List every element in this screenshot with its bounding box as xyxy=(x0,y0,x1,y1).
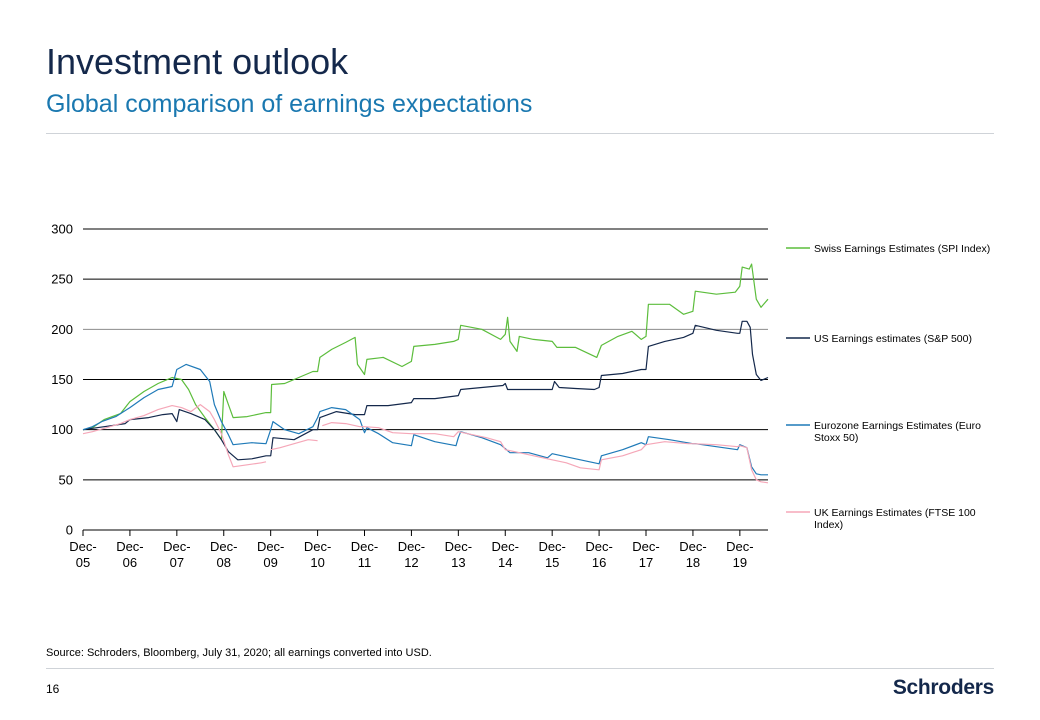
legend-label: Stoxx 50) xyxy=(814,432,858,444)
source-note: Source: Schroders, Bloomberg, July 31, 2… xyxy=(46,647,432,659)
footer-divider xyxy=(46,668,994,669)
y-tick-label: 0 xyxy=(66,523,73,538)
x-tick-label: Dec- xyxy=(163,539,190,554)
x-tick-label: Dec- xyxy=(210,539,237,554)
legend-label: Eurozone Earnings Estimates (Euro xyxy=(814,420,981,432)
x-tick-label: Dec- xyxy=(538,539,565,554)
x-tick-label: Dec- xyxy=(257,539,284,554)
x-tick-label: 09 xyxy=(263,555,277,570)
x-tick-label: 16 xyxy=(592,555,606,570)
series-line-2 xyxy=(82,363,768,476)
x-tick-label: Dec- xyxy=(69,539,96,554)
x-tick-label: Dec- xyxy=(304,539,331,554)
series-line-0 xyxy=(82,263,769,441)
legend-label: Index) xyxy=(814,519,843,531)
x-tick-label: Dec- xyxy=(351,539,378,554)
x-tick-label: 18 xyxy=(686,555,700,570)
y-tick-label: 50 xyxy=(59,472,73,487)
x-tick-label: Dec- xyxy=(116,539,143,554)
x-tick-label: 17 xyxy=(639,555,653,570)
x-tick-label: Dec- xyxy=(632,539,659,554)
x-tick-label: 19 xyxy=(733,555,747,570)
page-title: Investment outlook xyxy=(46,41,349,82)
earnings-line-chart: 050100150200250300Dec-05Dec-06Dec-07Dec-… xyxy=(51,222,990,571)
y-tick-label: 250 xyxy=(51,272,73,287)
x-tick-label: 12 xyxy=(404,555,418,570)
page-subtitle: Global comparison of earnings expectatio… xyxy=(46,90,533,118)
x-tick-label: Dec- xyxy=(398,539,425,554)
series-line-3 xyxy=(82,404,769,484)
x-tick-label: Dec- xyxy=(679,539,706,554)
x-tick-label: 08 xyxy=(217,555,231,570)
y-tick-label: 300 xyxy=(51,222,73,237)
legend-label: Swiss Earnings Estimates (SPI Index) xyxy=(814,243,990,255)
x-tick-label: 14 xyxy=(498,555,512,570)
x-tick-label: 13 xyxy=(451,555,465,570)
x-tick-label: Dec- xyxy=(445,539,472,554)
page-number: 16 xyxy=(46,682,60,696)
x-tick-label: Dec- xyxy=(585,539,612,554)
x-tick-label: 15 xyxy=(545,555,559,570)
x-tick-label: 07 xyxy=(170,555,184,570)
x-tick-label: 10 xyxy=(310,555,324,570)
legend-label: UK Earnings Estimates (FTSE 100 xyxy=(814,507,976,519)
legend-label: US Earnings estimates (S&P 500) xyxy=(814,333,972,345)
x-tick-label: Dec- xyxy=(726,539,753,554)
x-tick-label: 05 xyxy=(76,555,90,570)
y-tick-label: 150 xyxy=(51,372,73,387)
x-tick-label: 11 xyxy=(358,555,372,570)
schroders-logo: Schroders xyxy=(892,676,994,699)
x-tick-label: 06 xyxy=(123,555,137,570)
x-tick-label: Dec- xyxy=(492,539,519,554)
y-tick-label: 100 xyxy=(51,422,73,437)
series-line-1 xyxy=(82,320,769,461)
header-divider xyxy=(46,133,994,134)
y-tick-label: 200 xyxy=(51,322,73,337)
